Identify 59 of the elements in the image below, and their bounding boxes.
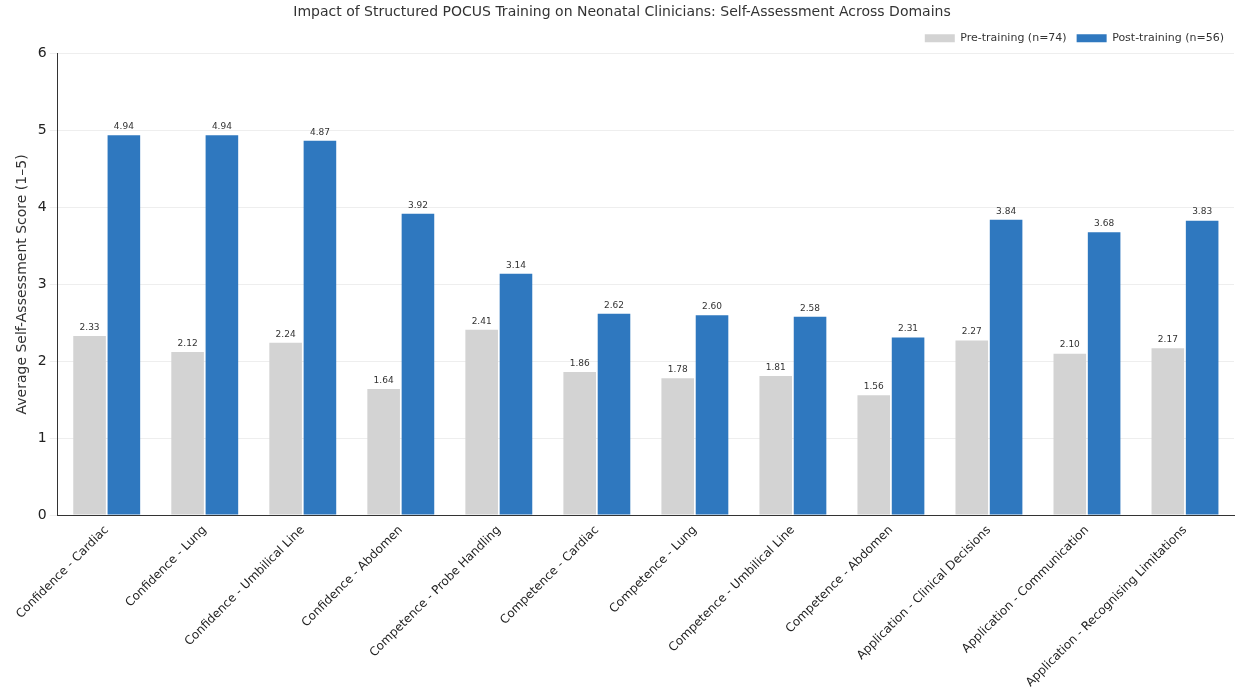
- bar: [499, 273, 533, 515]
- data-label: 1.81: [765, 361, 786, 372]
- bar: [73, 335, 106, 515]
- bar: [563, 372, 596, 515]
- data-label: 4.87: [309, 126, 330, 137]
- data-label: 4.94: [113, 121, 135, 132]
- chart-title: Impact of Structured POCUS Training on Neonatal Clinicians: Self-Assessment Across Domains: [293, 3, 951, 20]
- y-tick-label: 0: [37, 505, 47, 522]
- bar: [1151, 348, 1185, 515]
- data-label: 2.62: [603, 299, 625, 310]
- bar: [367, 389, 400, 515]
- bar: [857, 395, 891, 515]
- bar: [269, 342, 302, 515]
- data-label: 2.60: [702, 301, 723, 312]
- bar: [303, 140, 337, 515]
- data-label: 2.24: [275, 328, 296, 339]
- bar: [695, 315, 729, 515]
- legend-label: Pre-training (n=74): [960, 31, 1067, 45]
- y-axis-title: Average Self-Assessment Score (1–5): [13, 154, 30, 415]
- y-tick-label: 3: [37, 275, 47, 292]
- data-label: 3.92: [407, 199, 428, 210]
- bar: [1053, 353, 1087, 515]
- y-tick-label: 6: [37, 44, 47, 61]
- bar: [891, 337, 925, 515]
- y-tick-label: 1: [37, 428, 47, 445]
- data-label: 2.12: [177, 337, 198, 348]
- data-label: 2.41: [471, 315, 492, 326]
- data-label: 1.86: [569, 357, 590, 368]
- data-label: 3.84: [996, 205, 1017, 216]
- data-label: 3.68: [1094, 218, 1115, 229]
- data-label: 2.58: [800, 302, 821, 313]
- bar: [205, 135, 239, 515]
- data-label: 2.33: [79, 321, 100, 332]
- bar: [1185, 220, 1219, 515]
- data-label: 2.27: [961, 326, 982, 337]
- data-label: 1.64: [373, 374, 394, 385]
- bar: [171, 352, 204, 515]
- y-tick-label: 2: [37, 351, 47, 368]
- bar: [401, 213, 435, 515]
- bar: [597, 313, 631, 515]
- data-label: 3.83: [1192, 206, 1213, 217]
- bar: [465, 329, 498, 515]
- data-label: 1.56: [863, 381, 885, 391]
- bar: [989, 219, 1023, 515]
- data-label: 3.14: [505, 259, 527, 270]
- bar: [955, 340, 989, 515]
- bar: [661, 378, 695, 515]
- bar: [793, 316, 827, 515]
- data-label: 2.10: [1059, 339, 1081, 350]
- y-tick-label: 5: [37, 121, 47, 138]
- bar: [1087, 232, 1121, 515]
- data-label: 4.94: [211, 121, 233, 132]
- bar: [107, 135, 141, 515]
- data-label: 2.17: [1157, 334, 1178, 345]
- y-tick-label: 4: [37, 198, 47, 215]
- data-label: 1.78: [667, 364, 688, 375]
- legend-label: Post-training (n=56): [1112, 31, 1225, 45]
- bar: [759, 375, 793, 515]
- data-label: 2.31: [898, 323, 919, 334]
